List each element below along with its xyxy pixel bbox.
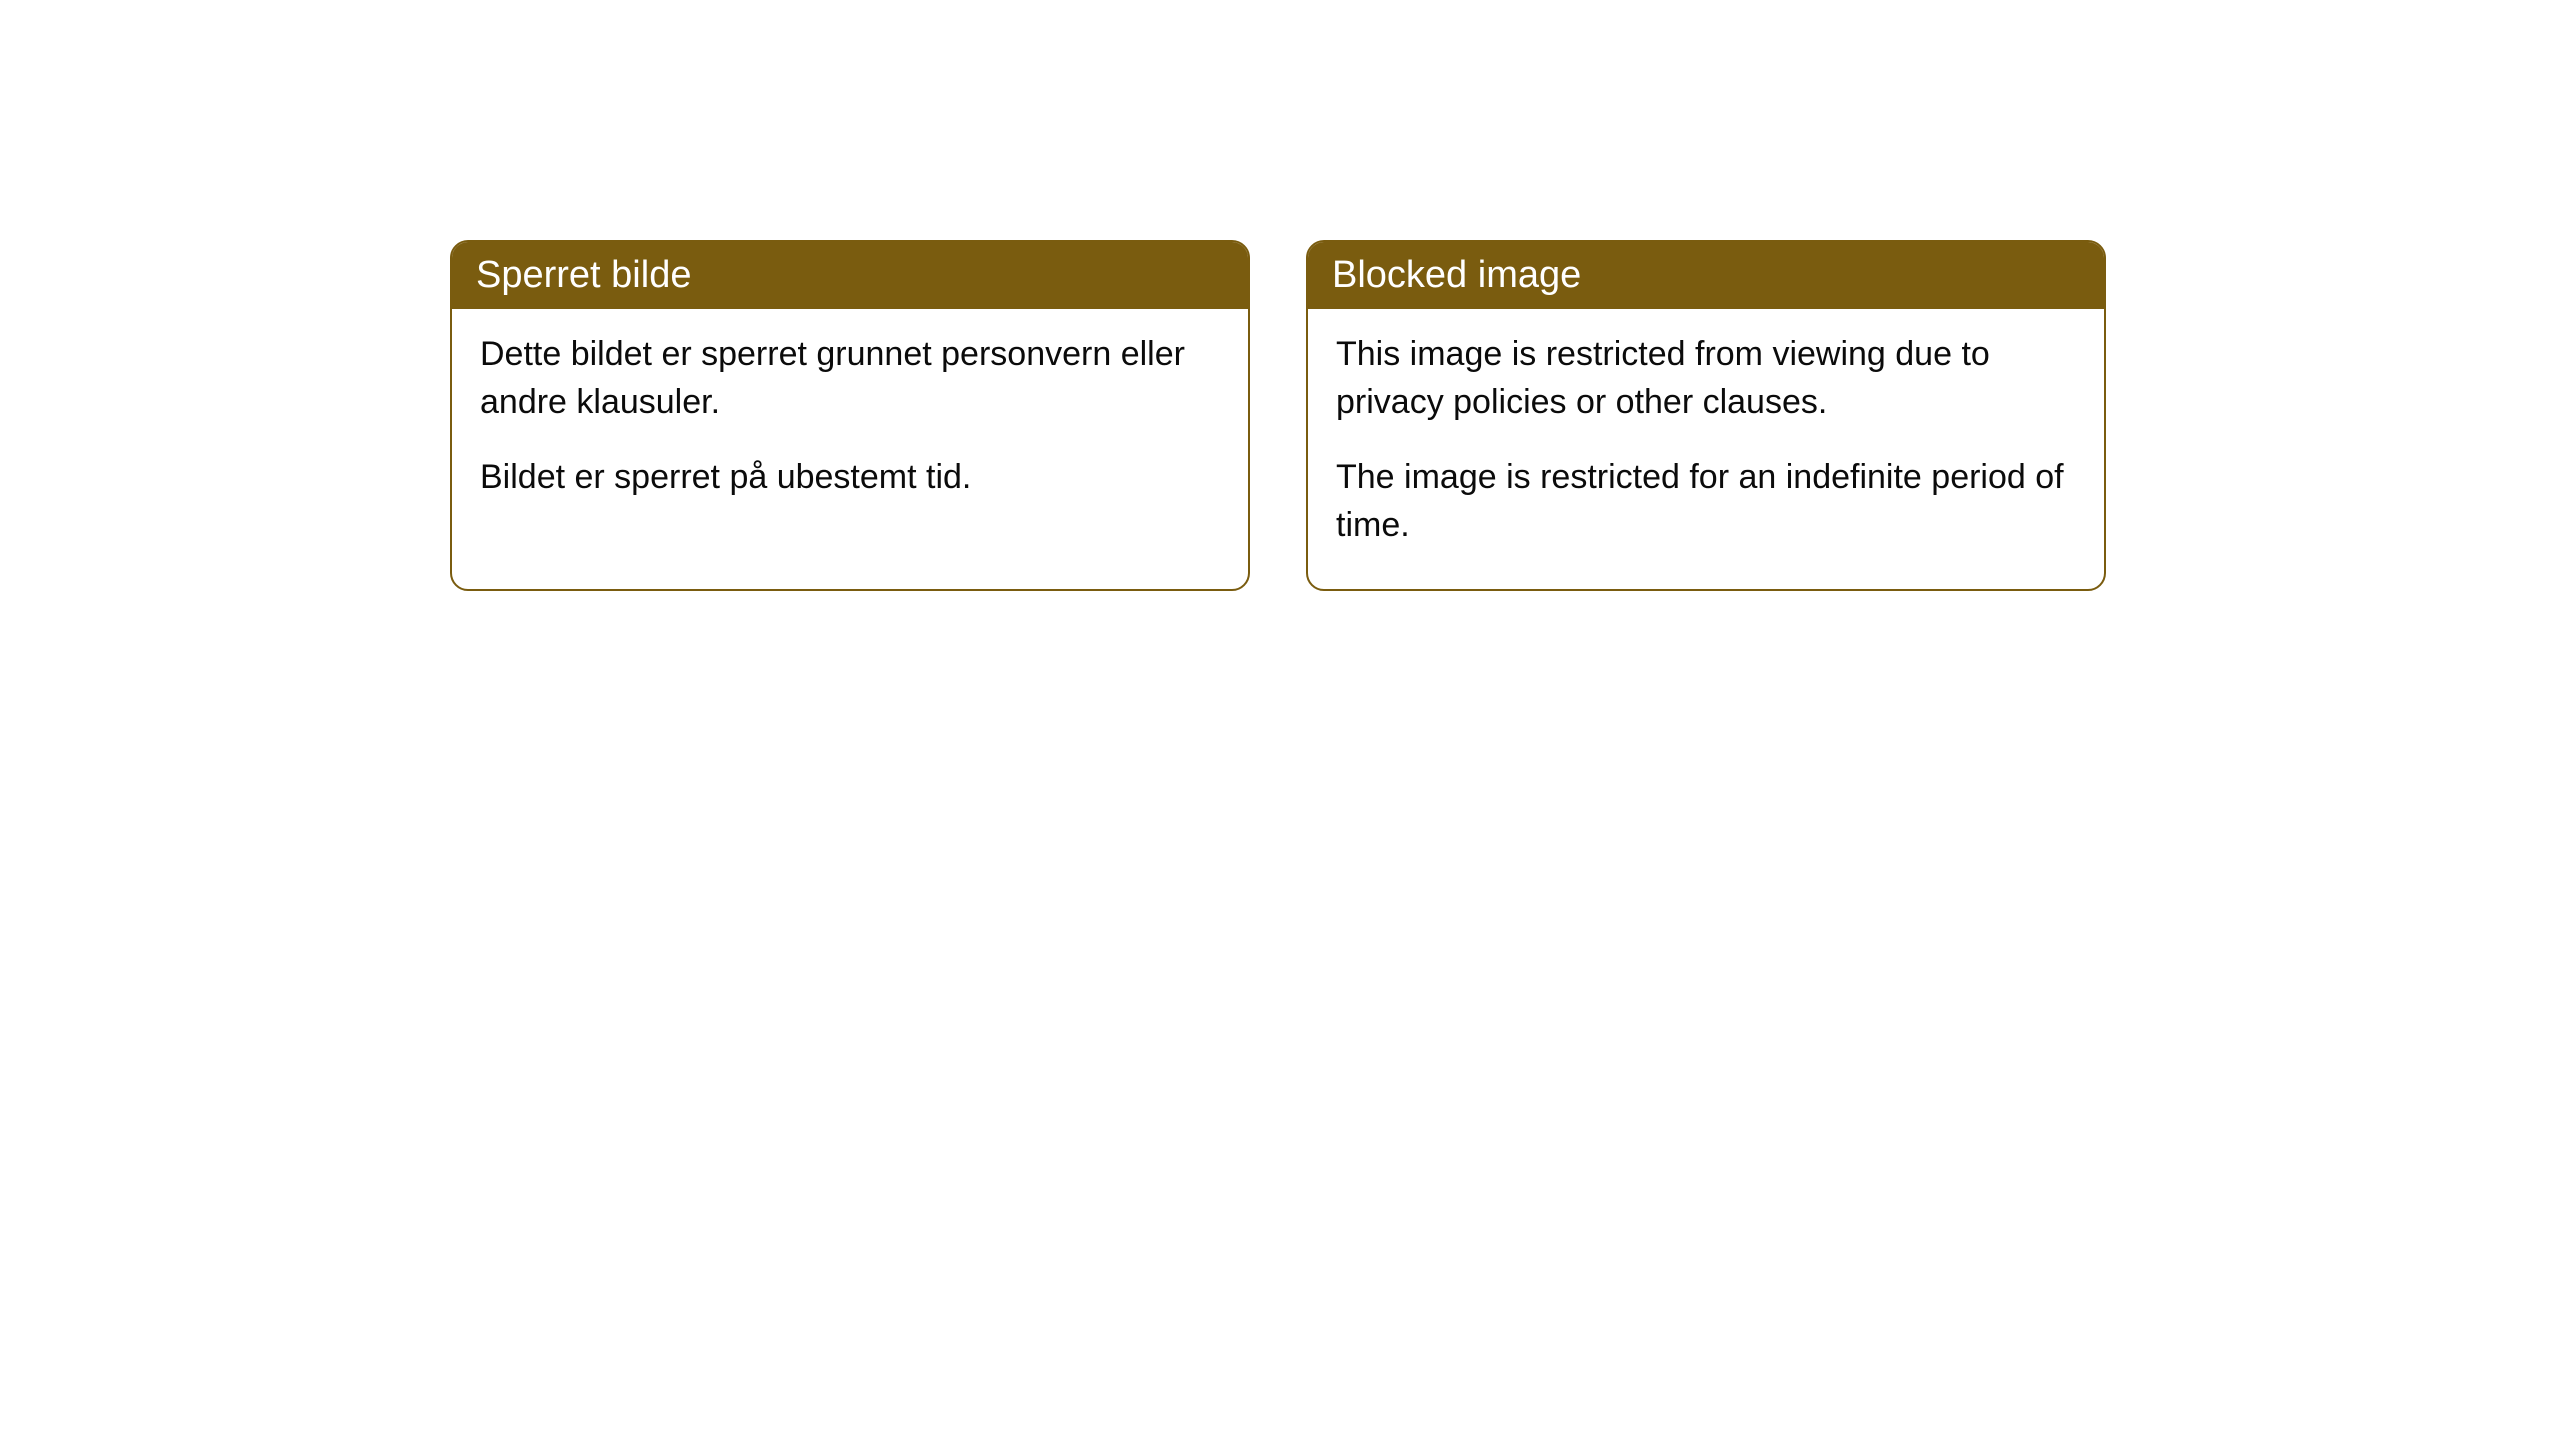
- card-paragraph: The image is restricted for an indefinit…: [1336, 454, 2076, 549]
- card-paragraph: Dette bildet er sperret grunnet personve…: [480, 331, 1220, 426]
- card-body: Dette bildet er sperret grunnet personve…: [452, 309, 1248, 542]
- card-title: Blocked image: [1332, 254, 1581, 296]
- card-paragraph: Bildet er sperret på ubestemt tid.: [480, 454, 1220, 502]
- card-title: Sperret bilde: [476, 254, 691, 296]
- blocked-image-card-norwegian: Sperret bilde Dette bildet er sperret gr…: [450, 240, 1250, 591]
- notice-cards-container: Sperret bilde Dette bildet er sperret gr…: [450, 240, 2560, 591]
- blocked-image-card-english: Blocked image This image is restricted f…: [1306, 240, 2106, 591]
- card-body: This image is restricted from viewing du…: [1308, 309, 2104, 589]
- card-paragraph: This image is restricted from viewing du…: [1336, 331, 2076, 426]
- card-header: Sperret bilde: [452, 242, 1248, 309]
- card-header: Blocked image: [1308, 242, 2104, 309]
